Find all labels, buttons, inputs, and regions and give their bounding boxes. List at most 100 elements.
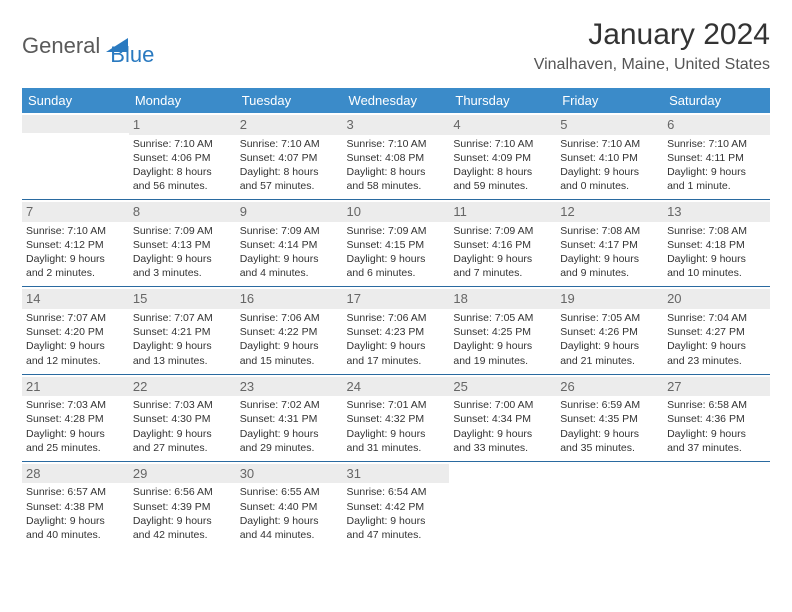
calendar-cell: 5Sunrise: 7:10 AMSunset: 4:10 PMDaylight…: [556, 113, 663, 200]
brand-part1: General: [22, 33, 100, 59]
calendar-row: 14Sunrise: 7:07 AMSunset: 4:20 PMDayligh…: [22, 287, 770, 374]
sunset-text: Sunset: 4:12 PM: [26, 238, 125, 252]
daylight-text: Daylight: 9 hours: [133, 427, 232, 441]
day-number: 26: [556, 377, 663, 397]
daylight-text: Daylight: 9 hours: [560, 252, 659, 266]
day-number: 21: [22, 377, 129, 397]
daylight-text: and 29 minutes.: [240, 441, 339, 455]
sunrise-text: Sunrise: 7:10 AM: [560, 137, 659, 151]
daylight-text: Daylight: 9 hours: [26, 427, 125, 441]
day-number: 11: [449, 202, 556, 222]
day-number: 22: [129, 377, 236, 397]
daylight-text: Daylight: 9 hours: [26, 514, 125, 528]
sunrise-text: Sunrise: 6:55 AM: [240, 485, 339, 499]
calendar-body: 1Sunrise: 7:10 AMSunset: 4:06 PMDaylight…: [22, 113, 770, 548]
calendar-cell: 13Sunrise: 7:08 AMSunset: 4:18 PMDayligh…: [663, 200, 770, 287]
day-number: 1: [129, 115, 236, 135]
location: Vinalhaven, Maine, United States: [534, 56, 770, 74]
daylight-text: Daylight: 9 hours: [133, 339, 232, 353]
weekday-header: Friday: [556, 88, 663, 113]
calendar-cell: 29Sunrise: 6:56 AMSunset: 4:39 PMDayligh…: [129, 461, 236, 548]
day-number: 17: [343, 289, 450, 309]
sunrise-text: Sunrise: 7:03 AM: [26, 398, 125, 412]
weekday-header: Saturday: [663, 88, 770, 113]
day-number: 19: [556, 289, 663, 309]
calendar-row: 28Sunrise: 6:57 AMSunset: 4:38 PMDayligh…: [22, 461, 770, 548]
calendar-row: 7Sunrise: 7:10 AMSunset: 4:12 PMDaylight…: [22, 200, 770, 287]
calendar-cell: [556, 461, 663, 548]
calendar-cell: 12Sunrise: 7:08 AMSunset: 4:17 PMDayligh…: [556, 200, 663, 287]
sunset-text: Sunset: 4:06 PM: [133, 151, 232, 165]
calendar-cell: 24Sunrise: 7:01 AMSunset: 4:32 PMDayligh…: [343, 374, 450, 461]
day-number: 13: [663, 202, 770, 222]
weekday-header: Tuesday: [236, 88, 343, 113]
sunset-text: Sunset: 4:28 PM: [26, 412, 125, 426]
sunrise-text: Sunrise: 7:06 AM: [347, 311, 446, 325]
calendar-cell: 7 Sunrise: 7:10 AMSunset: 4:12 PMDaylight…: [22, 200, 129, 287]
sunrise-text: Sunrise: 7:10 AM: [133, 137, 232, 151]
day-number: 7: [22, 202, 129, 222]
daylight-text: and 42 minutes.: [133, 528, 232, 542]
day-number: 12: [556, 202, 663, 222]
daylight-text: and 15 minutes.: [240, 354, 339, 368]
sunrise-text: Sunrise: 7:05 AM: [560, 311, 659, 325]
sunset-text: Sunset: 4:21 PM: [133, 325, 232, 339]
calendar-cell: 16Sunrise: 7:06 AMSunset: 4:22 PMDayligh…: [236, 287, 343, 374]
daylight-text: and 27 minutes.: [133, 441, 232, 455]
sunrise-text: Sunrise: 7:10 AM: [347, 137, 446, 151]
day-number: 25: [449, 377, 556, 397]
sunrise-text: Sunrise: 7:08 AM: [560, 224, 659, 238]
calendar-cell: 26Sunrise: 6:59 AMSunset: 4:35 PMDayligh…: [556, 374, 663, 461]
calendar-cell: 22Sunrise: 7:03 AMSunset: 4:30 PMDayligh…: [129, 374, 236, 461]
daylight-text: and 17 minutes.: [347, 354, 446, 368]
sunset-text: Sunset: 4:31 PM: [240, 412, 339, 426]
sunrise-text: Sunrise: 7:10 AM: [26, 224, 125, 238]
sunrise-text: Sunrise: 7:04 AM: [667, 311, 766, 325]
daylight-text: Daylight: 9 hours: [560, 165, 659, 179]
daylight-text: Daylight: 9 hours: [240, 252, 339, 266]
header: General Blue January 2024 Vinalhaven, Ma…: [22, 18, 770, 74]
daylight-text: Daylight: 9 hours: [667, 252, 766, 266]
calendar-cell: 1Sunrise: 7:10 AMSunset: 4:06 PMDaylight…: [129, 113, 236, 200]
daylight-text: and 0 minutes.: [560, 179, 659, 193]
day-number: 2: [236, 115, 343, 135]
daylight-text: Daylight: 9 hours: [347, 427, 446, 441]
day-number: 27: [663, 377, 770, 397]
sunset-text: Sunset: 4:30 PM: [133, 412, 232, 426]
sunrise-text: Sunrise: 7:10 AM: [453, 137, 552, 151]
sunset-text: Sunset: 4:10 PM: [560, 151, 659, 165]
sunrise-text: Sunrise: 7:00 AM: [453, 398, 552, 412]
sunrise-text: Sunrise: 7:03 AM: [133, 398, 232, 412]
sunset-text: Sunset: 4:35 PM: [560, 412, 659, 426]
daylight-text: Daylight: 9 hours: [347, 514, 446, 528]
day-number: 16: [236, 289, 343, 309]
daylight-text: Daylight: 9 hours: [347, 252, 446, 266]
sunrise-text: Sunrise: 7:09 AM: [347, 224, 446, 238]
daylight-text: and 25 minutes.: [26, 441, 125, 455]
sunrise-text: Sunrise: 7:07 AM: [133, 311, 232, 325]
sunrise-text: Sunrise: 6:58 AM: [667, 398, 766, 412]
daylight-text: Daylight: 9 hours: [133, 514, 232, 528]
sunset-text: Sunset: 4:42 PM: [347, 500, 446, 514]
sunset-text: Sunset: 4:22 PM: [240, 325, 339, 339]
calendar-cell: 21Sunrise: 7:03 AMSunset: 4:28 PMDayligh…: [22, 374, 129, 461]
sunrise-text: Sunrise: 7:09 AM: [453, 224, 552, 238]
brand-part2: Blue: [110, 42, 154, 68]
daylight-text: and 33 minutes.: [453, 441, 552, 455]
calendar-cell: 23Sunrise: 7:02 AMSunset: 4:31 PMDayligh…: [236, 374, 343, 461]
sunset-text: Sunset: 4:26 PM: [560, 325, 659, 339]
sunset-text: Sunset: 4:07 PM: [240, 151, 339, 165]
calendar-cell: 14Sunrise: 7:07 AMSunset: 4:20 PMDayligh…: [22, 287, 129, 374]
calendar-cell: 27Sunrise: 6:58 AMSunset: 4:36 PMDayligh…: [663, 374, 770, 461]
sunset-text: Sunset: 4:36 PM: [667, 412, 766, 426]
daylight-text: Daylight: 9 hours: [26, 339, 125, 353]
daylight-text: and 57 minutes.: [240, 179, 339, 193]
daylight-text: and 4 minutes.: [240, 266, 339, 280]
month-title: January 2024: [534, 18, 770, 52]
daylight-text: and 56 minutes.: [133, 179, 232, 193]
sunrise-text: Sunrise: 6:56 AM: [133, 485, 232, 499]
daylight-text: Daylight: 9 hours: [26, 252, 125, 266]
daylight-text: and 7 minutes.: [453, 266, 552, 280]
calendar-head: SundayMondayTuesdayWednesdayThursdayFrid…: [22, 88, 770, 113]
daylight-text: and 59 minutes.: [453, 179, 552, 193]
